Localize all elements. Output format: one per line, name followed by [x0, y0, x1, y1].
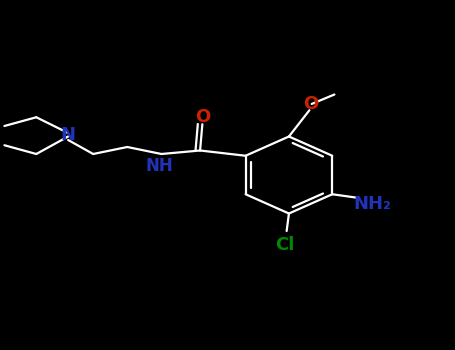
- Text: O: O: [195, 107, 210, 126]
- Text: NH₂: NH₂: [353, 195, 391, 213]
- Text: Cl: Cl: [275, 236, 294, 254]
- Text: O: O: [303, 95, 318, 113]
- Text: N: N: [61, 126, 76, 144]
- Text: NH: NH: [145, 157, 173, 175]
